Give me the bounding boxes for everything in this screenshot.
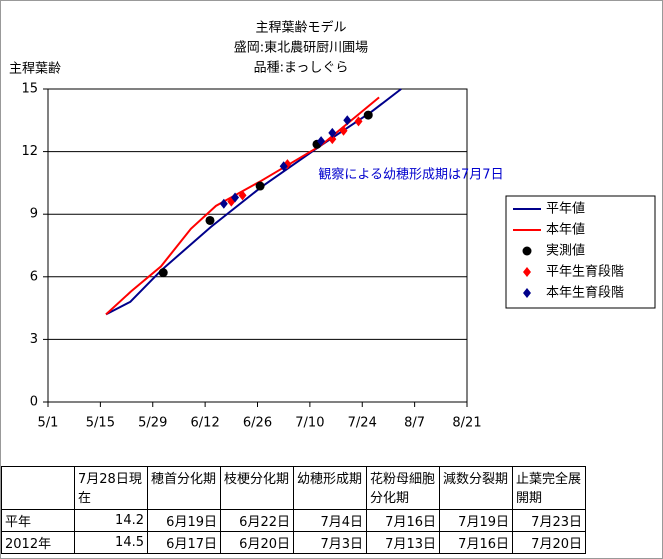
point [279, 161, 288, 172]
table-cell: 7月13日 [366, 531, 440, 554]
table-cell: 止葉完全展開期 [512, 466, 586, 510]
x-tick-label: 6/12 [191, 416, 220, 431]
point [328, 127, 337, 138]
y-tick-label: 3 [30, 332, 38, 347]
point [317, 136, 326, 147]
table-row: 2012年 14.5 6月17日 6月20日 7月3日 7月13日 7月16日 7月20日 [1, 531, 586, 554]
annotation: 観察による幼穂形成期は7月7日 [318, 168, 503, 183]
x-tick-label: 8/21 [452, 416, 481, 431]
table-cell: 2012年 [1, 531, 75, 554]
table-cell: 7月16日 [439, 531, 513, 554]
legend-swatch [523, 288, 531, 298]
x-tick-label: 7/10 [295, 416, 324, 431]
table-cell: 幼穂形成期 [293, 466, 367, 510]
point [205, 215, 215, 225]
table-cell: 7月20日 [512, 531, 586, 554]
point [219, 198, 228, 209]
x-tick-label: 5/29 [138, 416, 167, 431]
chart-title: 主稈葉齢モデル [255, 20, 346, 36]
table-row: 7月28日現在 穂首分化期 枝梗分化期 幼穂形成期 花粉母細胞分化期 減数分裂期 止葉完全展… [1, 466, 586, 510]
table-cell: 6月22日 [220, 509, 294, 532]
chart-title: 品種:まっしぐら [254, 60, 349, 76]
point [343, 115, 352, 126]
point [363, 110, 373, 120]
table-cell: 花粉母細胞分化期 [366, 466, 440, 510]
table-cell: 穂首分化期 [147, 466, 221, 510]
point [255, 181, 265, 191]
table-cell: 7月28日現在 [74, 466, 148, 510]
table-cell: 枝梗分化期 [220, 466, 294, 510]
table-cell: 14.5 [74, 531, 148, 554]
chart-title: 盛岡:東北農研厨川圃場 [234, 40, 368, 56]
point [158, 268, 168, 278]
legend-swatch [522, 246, 532, 256]
point [231, 192, 240, 203]
legend-label: 本年値 [546, 222, 585, 238]
legend-label: 本年生育段階 [546, 285, 624, 301]
table-cell: 7月23日 [512, 509, 586, 532]
y-tick-label: 12 [21, 144, 38, 159]
x-tick-label: 5/1 [38, 416, 59, 431]
table-cell: 平年 [1, 509, 75, 532]
x-tick-label: 8/7 [404, 416, 425, 431]
table-cell: 6月19日 [147, 509, 221, 532]
series-line [105, 88, 402, 316]
y-tick-label: 0 [30, 395, 38, 410]
legend-label: 実測値 [546, 243, 585, 259]
x-tick-label: 6/26 [243, 416, 272, 431]
table-cell [1, 466, 75, 510]
y-tick-label: 9 [30, 207, 38, 222]
table-cell: 7月19日 [439, 509, 513, 532]
stage-table: 7月28日現在 穂首分化期 枝梗分化期 幼穂形成期 花粉母細胞分化期 減数分裂期 止葉完全展… [1, 466, 586, 554]
table-cell: 7月16日 [366, 509, 440, 532]
legend-label: 平年生育段階 [546, 264, 624, 280]
legend-label: 平年値 [546, 201, 585, 217]
y-axis-label: 主稈葉齢 [9, 62, 61, 77]
x-tick-label: 7/24 [348, 416, 377, 431]
y-tick-label: 6 [30, 269, 38, 284]
table-cell: 6月20日 [220, 531, 294, 554]
point [354, 116, 363, 127]
table-cell: 6月17日 [147, 531, 221, 554]
table-cell: 14.2 [74, 509, 148, 532]
plot-area [47, 88, 468, 403]
y-tick-label: 15 [21, 82, 38, 97]
point [238, 190, 247, 201]
legend-swatch [523, 267, 531, 277]
table-cell: 7月4日 [293, 509, 367, 532]
series-line [105, 96, 380, 316]
table-row: 平年 14.2 6月19日 6月22日 7月4日 7月16日 7月19日 7月23日 [1, 509, 586, 532]
point [328, 134, 337, 145]
x-tick-label: 5/15 [86, 416, 115, 431]
point [339, 125, 348, 136]
table-cell: 減数分裂期 [439, 466, 513, 510]
table-cell: 7月3日 [293, 531, 367, 554]
